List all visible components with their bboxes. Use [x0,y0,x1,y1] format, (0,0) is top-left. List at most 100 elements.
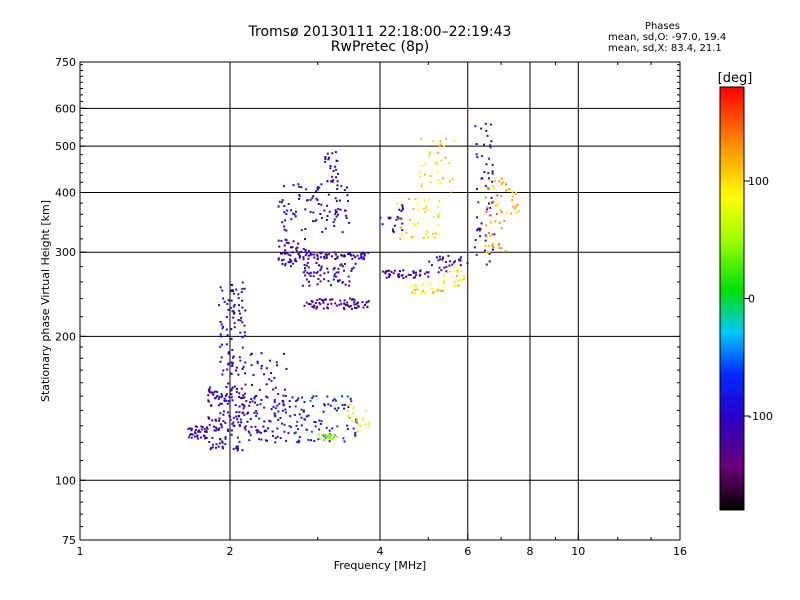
scatter-point [398,270,401,273]
scatter-point [483,143,485,146]
scatter-point [232,447,235,450]
scatter-point [354,433,357,436]
scatter-point [315,395,318,398]
scatter-point [229,418,232,421]
scatter-point [315,190,318,193]
scatter-point [386,269,389,272]
scatter-point [481,177,484,180]
scatter-point [287,202,290,205]
scatter-point [409,285,412,288]
scatter-point [219,345,222,348]
scatter-point [270,372,273,374]
scatter-point [488,202,490,205]
scatter-point [355,307,358,310]
scatter-point [320,252,322,255]
scatter-point [342,307,345,309]
scatter-point [224,421,227,424]
scatter-point [350,400,353,403]
scatter-point [308,272,311,275]
scatter-point [294,215,297,218]
scatter-point [227,411,229,414]
x-ticks: 1 2 4 6 8 10 16 [77,62,687,558]
scatter-point [506,211,509,214]
scatter-point [488,260,491,263]
scatter-point [313,256,316,259]
scatter-point [188,436,190,439]
scatter-point [349,397,352,400]
scatter-point [414,285,417,288]
scatter-point [356,302,359,305]
scatter-point [231,399,234,402]
scatter-point [328,253,331,256]
scatter-point [230,429,233,432]
scatter-point [427,275,430,278]
scatter-point [306,199,309,202]
scatter-point [248,439,251,442]
scatter-point [266,439,268,442]
scatter-point [351,257,354,260]
scatter-point [427,271,430,274]
scatter-point [208,417,211,420]
scatter-point [405,275,408,278]
scatter-point [287,242,290,244]
scatter-point [400,210,403,212]
scatter-point [356,421,358,424]
scatter-point [237,373,240,376]
scatter-point [316,299,319,301]
scatter-point [512,205,515,208]
scatter-point [397,274,400,277]
scatter-point [343,269,345,272]
scatter-point [456,270,459,273]
scatter-point [325,426,328,429]
y-tick-label: 750 [55,56,76,69]
scatter-point [348,280,351,283]
scatter-point [316,283,319,286]
scatter-point [228,396,231,399]
scatter-point [305,301,308,304]
chart-subtitle: RwPretec (8p) [330,39,430,55]
scatter-point [408,198,410,200]
scatter-point [207,399,210,402]
scatter-point [353,298,356,301]
scatter-point [516,203,519,206]
scatter-point [302,247,305,250]
scatter-point [244,361,247,364]
scatter-point [365,410,368,413]
scatter-point [249,417,252,420]
scatter-point [222,297,225,300]
scatter-point [429,181,432,184]
scatter-point [500,211,503,214]
scatter-point [367,422,370,424]
scatter-point [347,252,349,255]
scatter-point [277,418,280,421]
scatter-point [211,419,214,422]
scatter-point [457,284,460,287]
scatter-point [338,279,341,282]
scatter-point [348,305,351,308]
scatter-point [436,171,439,174]
scatter-point [401,229,404,232]
scatter-point [332,179,335,182]
scatter-point [411,291,414,294]
scatter-point [304,249,307,252]
scatter-point [407,273,410,276]
scatter-point [196,434,199,437]
scatter-point [277,205,280,208]
scatter-point [312,275,315,278]
scatter-point [355,420,358,423]
scatter-point [218,304,221,307]
scatter-point [360,253,363,255]
scatter-point [344,283,347,286]
scatter-point [289,246,292,249]
scatter-point [311,397,314,399]
scatter-point [280,252,283,255]
scatter-point [300,408,303,411]
scatter-point [240,387,243,390]
scatter-point [441,177,444,180]
scatter-point [347,275,350,278]
scatter-point [496,194,499,197]
scatter-point [323,433,325,436]
scatter-point [400,204,403,207]
scatter-point [319,422,322,425]
scatter-point [475,153,478,156]
